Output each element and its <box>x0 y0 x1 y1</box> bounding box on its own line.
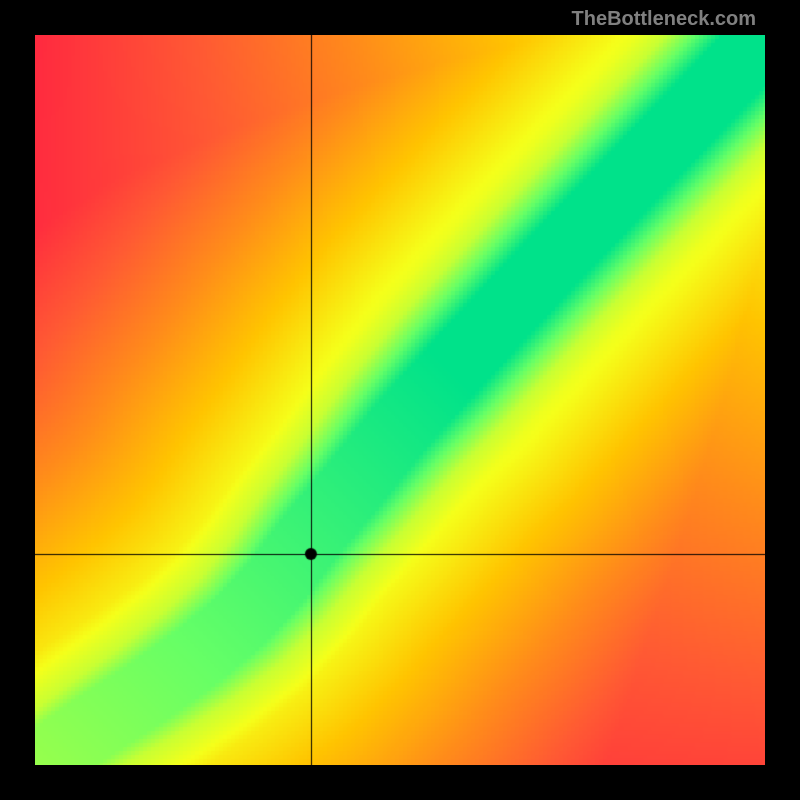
watermark-text: TheBottleneck.com <box>572 8 756 31</box>
chart-container: TheBottleneck.com <box>0 0 800 800</box>
crosshair-overlay <box>35 35 765 765</box>
